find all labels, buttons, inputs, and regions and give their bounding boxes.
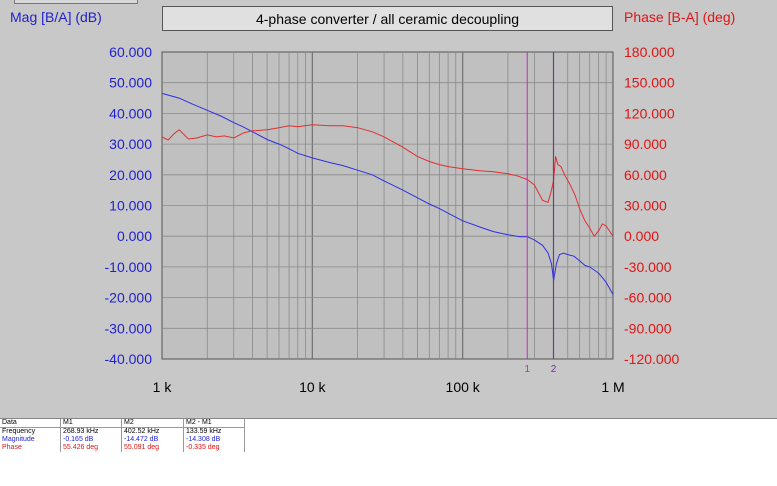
left-tick-label: 50.000	[109, 75, 152, 91]
readout-header-data: Data	[0, 419, 61, 428]
left-tick-label: 10.000	[109, 198, 152, 214]
right-tick-label: -120.000	[624, 351, 679, 367]
chart-title: 4-phase converter / all ceramic decoupli…	[162, 6, 613, 31]
marker-label: 2	[551, 364, 557, 375]
right-tick-label: -30.000	[624, 259, 672, 275]
right-tick-label: 60.000	[624, 167, 667, 183]
x-tick-label: 10 k	[299, 379, 326, 395]
readout-value: -14.308 dB	[183, 436, 245, 444]
right-axis-ticks: -120.000 -90.000 -60.000 -30.000 0.000 30.000…	[624, 44, 679, 367]
left-tick-label: 30.000	[109, 136, 152, 152]
readout-value: 55.426 deg	[60, 444, 122, 452]
x-axis-ticks: 1 k 10 k 100 k 1 M	[153, 379, 625, 395]
readout-row-frequency: Frequency 268.93 kHz 402.52 kHz 133.59 k…	[0, 427, 245, 436]
series-group	[161, 92, 614, 295]
readout-value: 402.52 kHz	[121, 427, 184, 436]
readout-value: 133.59 kHz	[183, 427, 245, 436]
magnitude-line	[161, 92, 614, 295]
readout-header-row: Data M1 M2 M2 - M1	[0, 419, 245, 428]
right-tick-label: 120.000	[624, 105, 675, 121]
readout-label: Magnitude	[0, 436, 61, 444]
left-axis-label: Mag [B/A] (dB)	[10, 9, 102, 25]
left-tick-label: 20.000	[109, 167, 152, 183]
right-tick-label: 0.000	[624, 228, 659, 244]
left-tick-label: 0.000	[117, 228, 152, 244]
right-tick-label: 30.000	[624, 198, 667, 214]
x-tick-label: 1 k	[153, 379, 173, 395]
marker-readout-panel: Data M1 M2 M2 - M1 Frequency 268.93 kHz …	[0, 418, 777, 486]
readout-header-diff: M2 - M1	[183, 419, 245, 428]
left-tick-label: -10.000	[105, 259, 153, 275]
left-tick-label: -30.000	[105, 320, 153, 336]
right-axis-label: Phase [B-A] (deg)	[624, 9, 736, 25]
left-tick-label: 60.000	[109, 44, 152, 60]
marker-readout-table: Data M1 M2 M2 - M1 Frequency 268.93 kHz …	[0, 419, 245, 452]
marker-label: 1	[524, 364, 530, 375]
bode-plot: -40.000-30.000-20.000-10.0000.00010.0002…	[105, 44, 680, 395]
readout-value: -14.472 dB	[121, 436, 184, 444]
right-tick-label: 180.000	[624, 44, 675, 60]
x-tick-label: 100 k	[446, 379, 481, 395]
left-tick-label: -20.000	[105, 290, 153, 306]
readout-row-magnitude: Magnitude -0.165 dB -14.472 dB -14.308 d…	[0, 436, 245, 444]
readout-label: Phase	[0, 444, 61, 452]
phase-line	[161, 124, 614, 238]
left-tick-label: 40.000	[109, 105, 152, 121]
readout-label: Frequency	[0, 427, 61, 436]
readout-header-m1: M1	[60, 419, 122, 428]
right-tick-label: 90.000	[624, 136, 667, 152]
readout-value: -0.335 deg	[183, 444, 245, 452]
right-tick-label: -60.000	[624, 290, 672, 306]
x-tick-label: 1 M	[601, 379, 624, 395]
readout-value: 268.93 kHz	[60, 427, 122, 436]
left-tick-label: -40.000	[105, 351, 153, 367]
readout-value: 55.091 deg	[121, 444, 184, 452]
readout-value: -0.165 dB	[60, 436, 122, 444]
right-tick-label: -90.000	[624, 320, 672, 336]
left-axis-ticks: -40.000 -30.000 -20.000 -10.000 0.000 10.000 2…	[105, 44, 153, 367]
readout-row-phase: Phase 55.426 deg 55.091 deg -0.335 deg	[0, 444, 245, 452]
readout-header-m2: M2	[121, 419, 184, 428]
right-tick-label: 150.000	[624, 75, 675, 91]
toolbar-button[interactable]	[14, 0, 138, 4]
